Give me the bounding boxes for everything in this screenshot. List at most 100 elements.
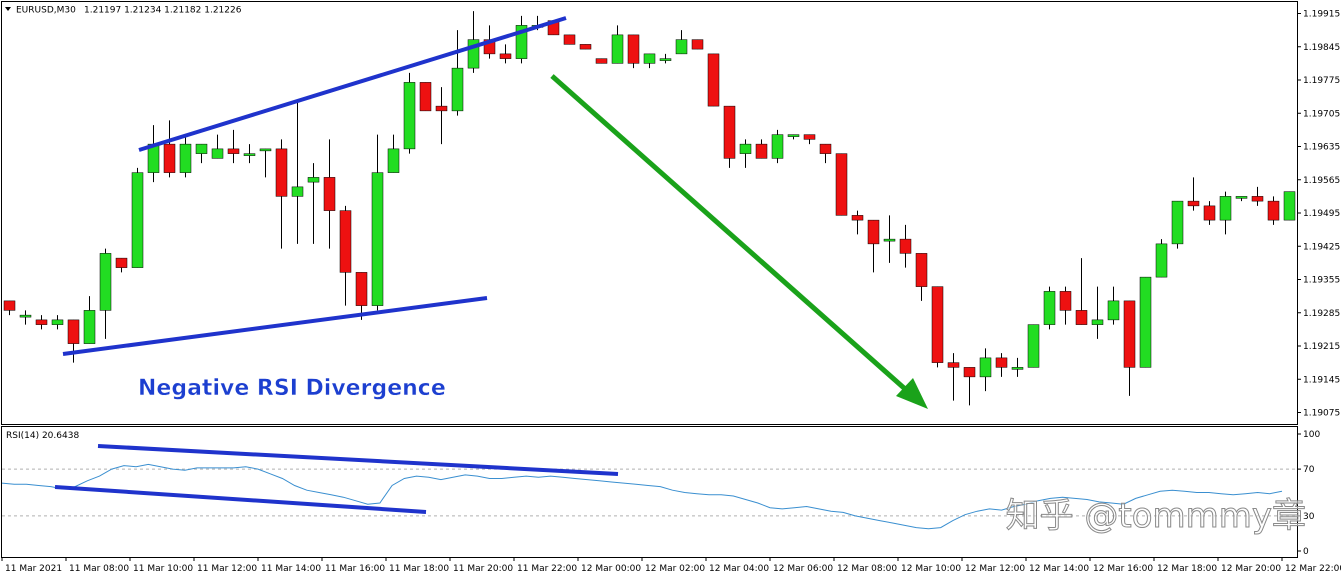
- candle-body-bear: [995, 357, 1008, 368]
- candle-body-bull: [99, 253, 112, 311]
- candle-body-bear: [947, 362, 960, 368]
- candle-body-bear: [1203, 205, 1216, 221]
- time-axis-label: 12 Mar 10:00: [901, 564, 961, 574]
- candle-body-bull: [643, 53, 656, 64]
- chevron-down-icon[interactable]: [5, 7, 11, 11]
- candle-body-bull: [1171, 200, 1184, 245]
- candle-body-bear: [963, 367, 976, 378]
- rsi-upper-trendline: [97, 444, 619, 476]
- candle-body-bear: [163, 143, 176, 173]
- candle-body-bull: [1027, 324, 1040, 368]
- time-axis-label: 12 Mar 00:00: [581, 564, 641, 574]
- candle-body-bear: [931, 286, 944, 363]
- time-axis-label: 11 Mar 08:00: [69, 564, 129, 574]
- price-axis-label: 1.19145: [1303, 375, 1340, 385]
- time-axis-label: 11 Mar 22:00: [517, 564, 577, 574]
- rsi-axis-label: 100: [1303, 430, 1320, 440]
- candle-body-bear: [835, 153, 848, 216]
- candle-body-bear: [419, 82, 432, 112]
- time-axis-label: 12 Mar 08:00: [837, 564, 897, 574]
- time-axis-label: 11 Mar 2021: [5, 564, 62, 574]
- candle-body-bear: [723, 105, 736, 159]
- rsi-panel-frame: [1, 426, 1298, 558]
- rsi-axis-label: 0: [1303, 547, 1309, 557]
- candle-body-bull: [675, 39, 688, 55]
- candle-body-bear: [707, 53, 720, 107]
- down-arrow-shaft: [550, 74, 915, 398]
- price-axis-label: 1.19845: [1303, 43, 1340, 53]
- time-axis-label: 12 Mar 18:00: [1157, 564, 1217, 574]
- rsi-lower-trendline: [54, 485, 427, 514]
- price-axis-label: 1.19495: [1303, 209, 1340, 219]
- candle-body-bull: [1043, 291, 1056, 325]
- candle-body-bull: [659, 58, 672, 61]
- candle-body-bull: [1219, 196, 1232, 221]
- time-axis-label: 12 Mar 14:00: [1029, 564, 1089, 574]
- candle-body-bull: [515, 25, 528, 59]
- watermark: 知乎 @tommmy章: [1006, 496, 1306, 536]
- candle-body-bear: [1251, 196, 1264, 202]
- candle-body-bear: [915, 253, 928, 287]
- candle-body-bull: [131, 172, 144, 268]
- rsi-line: [1, 463, 1283, 530]
- candle-body-bull: [195, 143, 208, 154]
- time-axis-label: 12 Mar 20:00: [1221, 564, 1281, 574]
- candle-body-bull: [611, 34, 624, 64]
- candle-body-bear: [1187, 200, 1200, 207]
- candle-body-bull: [291, 186, 304, 197]
- price-axis-label: 1.19915: [1303, 10, 1340, 20]
- rsi-title: RSI(14) 20.6438: [6, 431, 79, 441]
- candle-body-bear: [35, 319, 48, 325]
- candlestick-series: [3, 11, 1296, 406]
- price-axis-label: 1.19425: [1303, 242, 1340, 252]
- annotation-title: Negative RSI Divergence: [138, 376, 446, 401]
- candle-body-bull: [771, 134, 784, 159]
- candle-body-bull: [883, 238, 896, 242]
- time-axis-label: 12 Mar 22:00: [1285, 564, 1341, 574]
- candle-body-bull: [403, 82, 416, 150]
- time-axis-label: 12 Mar 16:00: [1093, 564, 1153, 574]
- candle-body-bull: [467, 39, 480, 69]
- candle-body-bull: [211, 148, 224, 159]
- down-arrow-head: [896, 378, 928, 409]
- candle-body-bull: [19, 314, 32, 318]
- time-axis: 11 Mar 2021 11 Mar 08:00 11 Mar 10:00 11 Ma…: [1, 557, 1341, 574]
- price-axis-label: 1.19215: [1303, 342, 1340, 352]
- candle-body-bear: [691, 39, 704, 50]
- candle-body-bear: [1075, 310, 1088, 325]
- candle-body-bear: [339, 210, 352, 273]
- time-axis-label: 11 Mar 20:00: [453, 564, 513, 574]
- candle-body-bull: [1283, 191, 1296, 221]
- time-axis-label: 11 Mar 10:00: [133, 564, 193, 574]
- candle-body-bull: [83, 310, 96, 344]
- candle-body-bear: [1059, 291, 1072, 311]
- rsi-axis-label: 70: [1303, 465, 1315, 475]
- price-upper-trendline: [138, 16, 567, 152]
- candle-body-bear: [563, 34, 576, 45]
- price-axis-label: 1.19075: [1303, 409, 1340, 419]
- candle-body-bear: [579, 44, 592, 50]
- drawn-objects: [54, 16, 928, 514]
- time-axis-label: 12 Mar 02:00: [645, 564, 705, 574]
- candle-body-bull: [1107, 300, 1120, 321]
- candle-body-bear: [1123, 300, 1136, 368]
- candle-body-bear: [755, 143, 768, 159]
- candle-body-bull: [179, 143, 192, 173]
- candle-body-bear: [355, 272, 368, 306]
- candle-body-bull: [1011, 367, 1024, 370]
- candle-body-bull: [259, 148, 272, 152]
- time-axis-label: 11 Mar 12:00: [197, 564, 257, 574]
- candle-body-bull: [371, 172, 384, 306]
- time-axis-label: 11 Mar 16:00: [325, 564, 385, 574]
- candle-body-bear: [867, 219, 880, 245]
- candle-body-bear: [275, 148, 288, 197]
- candle-body-bear: [67, 319, 80, 344]
- symbol-header: EURUSD,M30 1.21197 1.21234 1.21182 1.212…: [5, 6, 242, 16]
- candle-body-bear: [115, 257, 128, 268]
- time-axis-label: 11 Mar 18:00: [389, 564, 449, 574]
- candle-body-bull: [1091, 319, 1104, 325]
- candle-body-bear: [851, 215, 864, 221]
- candle-body-bear: [1267, 200, 1280, 221]
- candle-body-bull: [51, 319, 64, 325]
- rsi-axis: 100 70 30 0: [1297, 430, 1320, 557]
